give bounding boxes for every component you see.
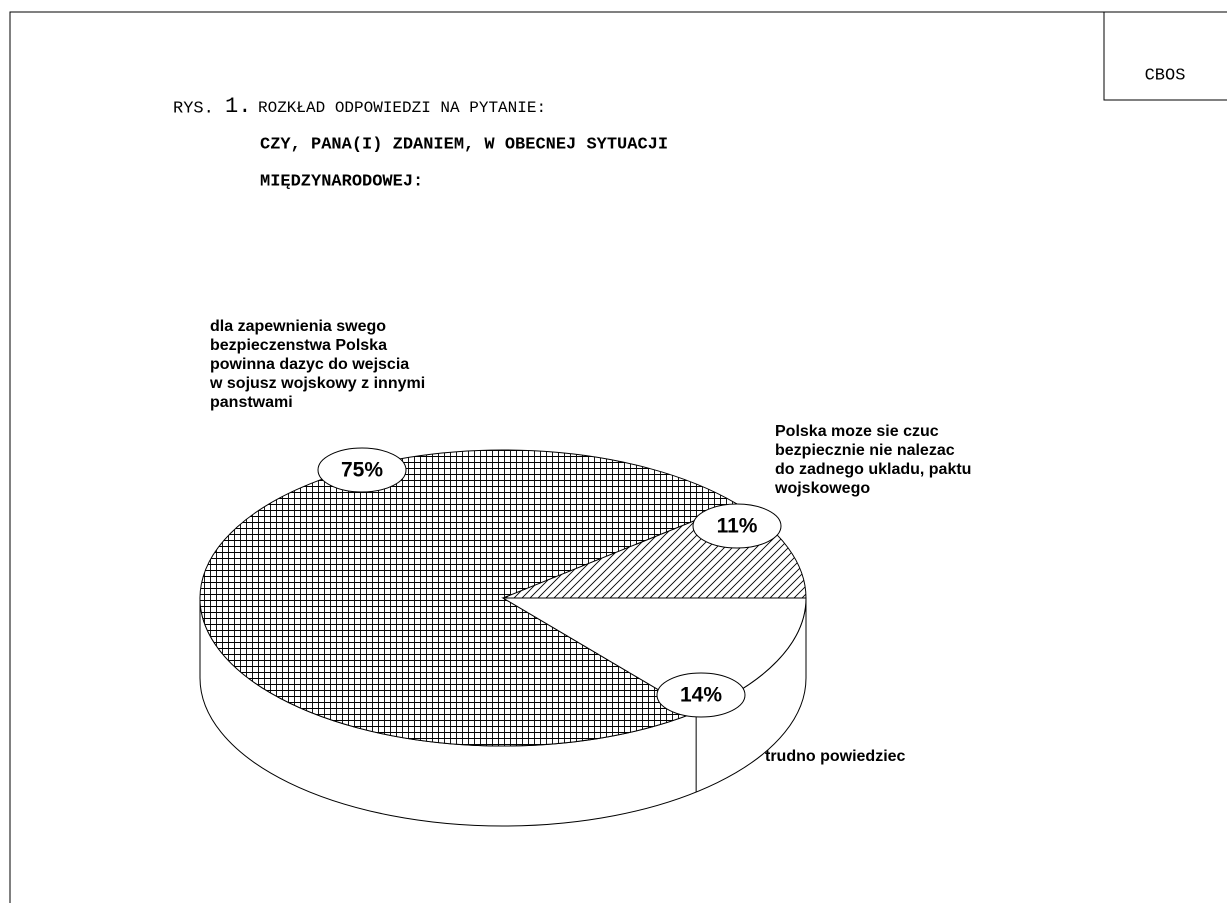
category-label: powinna dazyc do wejscia [210, 356, 409, 373]
subtitle: MIĘDZYNARODOWEJ: [260, 172, 423, 191]
title-number: 1. [225, 94, 251, 119]
category-label: do zadnego ukladu, paktu [775, 461, 971, 478]
category-label: w sojusz wojskowy z innymi [209, 375, 425, 392]
value-label-bg [692, 503, 782, 549]
frame [9, 11, 1227, 903]
source-box [1103, 12, 1227, 101]
value-label: 75% [341, 459, 383, 482]
category-label: bezpieczenstwa Polska [210, 337, 387, 354]
category-label: wojskowego [774, 480, 870, 497]
value-label: 14% [680, 684, 722, 707]
category-label: trudno powiedziec [765, 748, 906, 765]
value-label-bg [656, 672, 746, 718]
category-label: Polska moze sie czuc [775, 423, 939, 440]
source: CBOS [1145, 66, 1186, 85]
category-label: bezpiecznie nie nalezac [775, 442, 955, 459]
value-label: 11% [717, 515, 758, 538]
category-label: panstwami [210, 394, 293, 411]
chart-title: ROZKŁAD ODPOWIEDZI NA PYTANIE: [258, 99, 546, 117]
title-prefix: RYS. [173, 99, 214, 118]
pie-slice [199, 449, 738, 747]
subtitle: CZY, PANA(I) ZDANIEM, W OBECNEJ SYTUACJI [260, 135, 668, 154]
category-label: dla zapewnienia swego [210, 318, 386, 335]
value-label-bg [317, 447, 407, 493]
